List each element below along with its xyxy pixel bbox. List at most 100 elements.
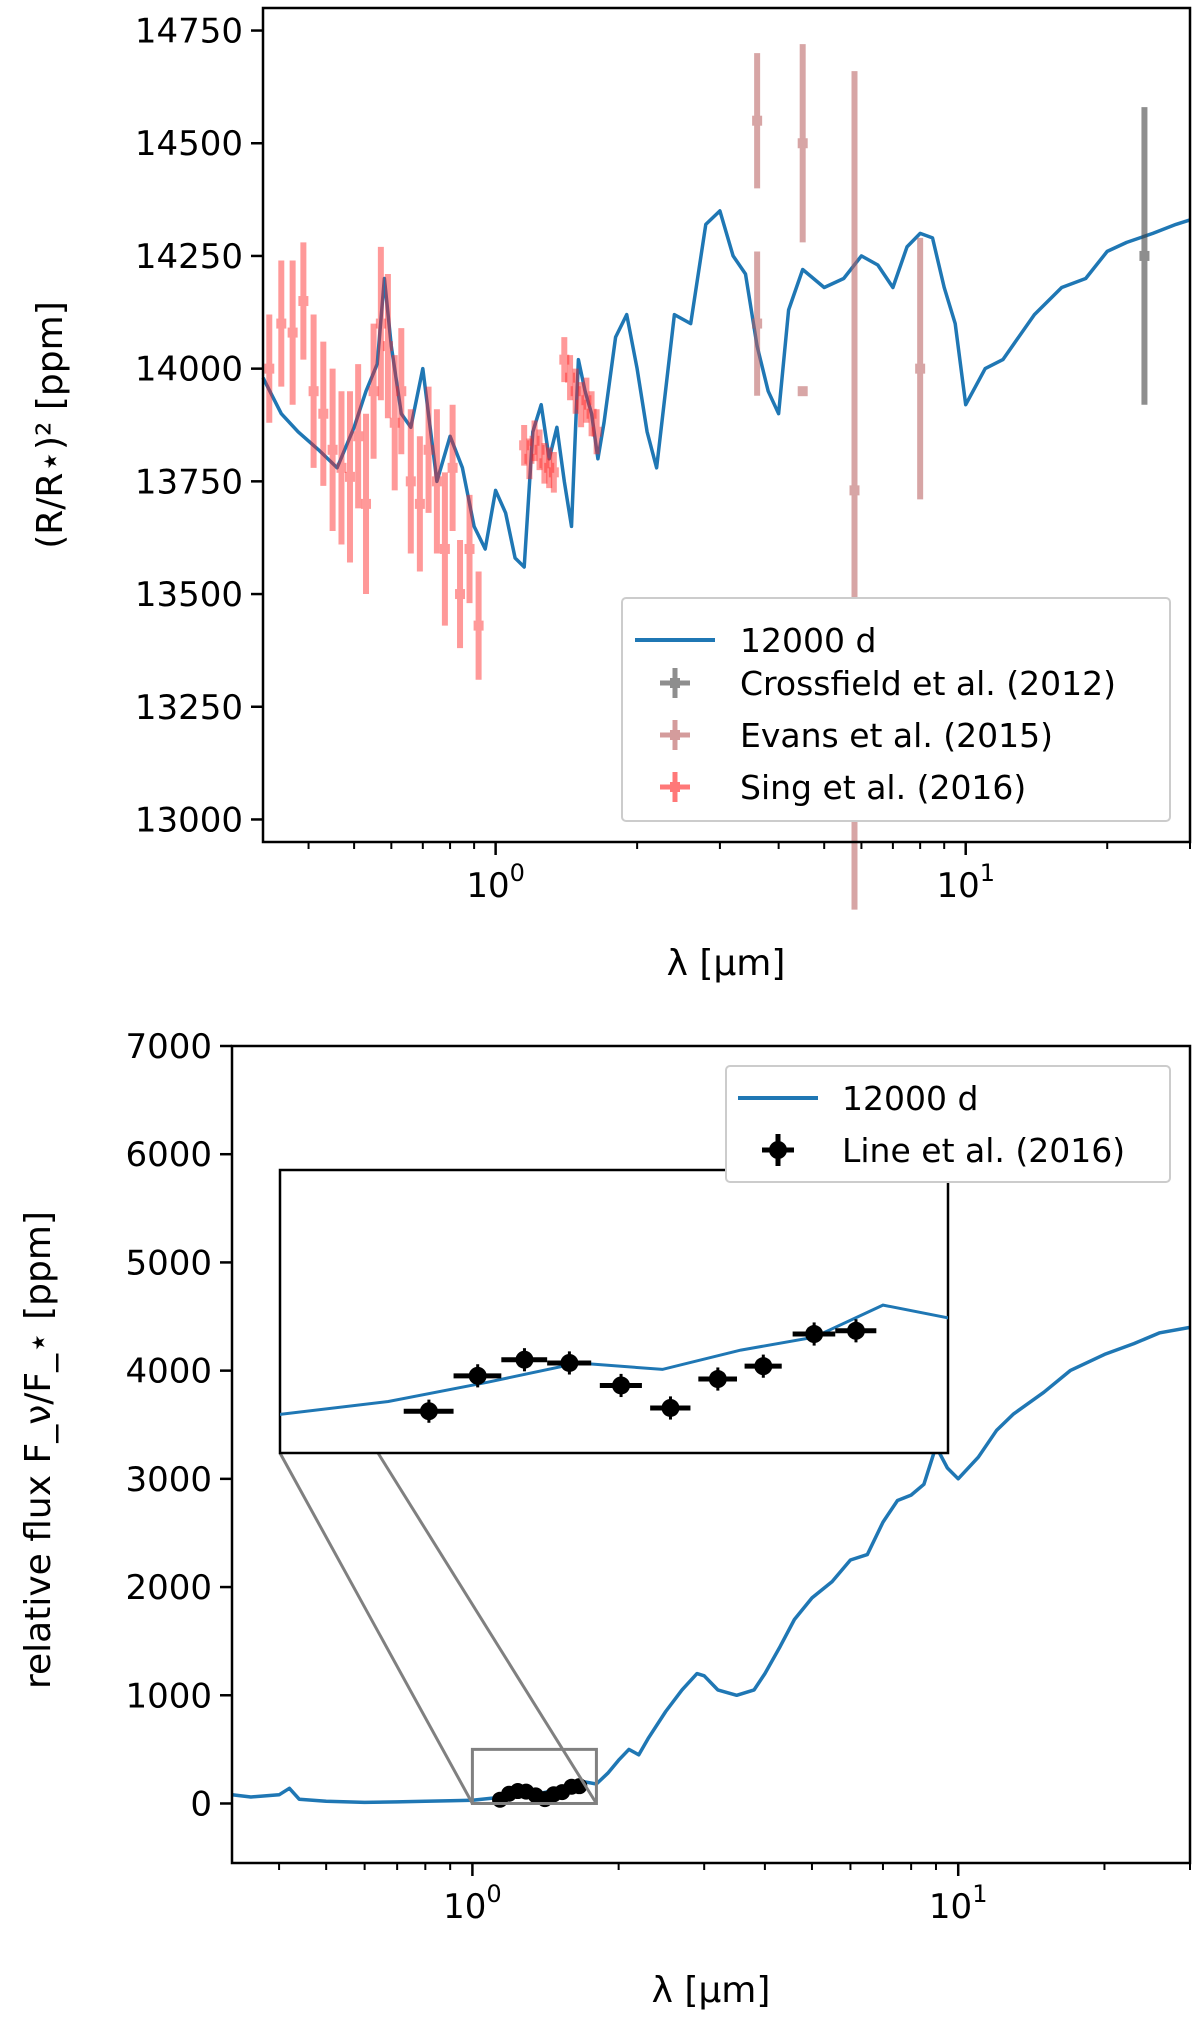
data-point <box>447 462 458 473</box>
data-point <box>375 318 386 329</box>
data-point <box>308 386 319 397</box>
legend-frame <box>725 1065 1171 1183</box>
data-point <box>455 589 466 600</box>
evans-2015-point <box>797 44 808 243</box>
data-point <box>539 458 550 469</box>
data-point <box>805 1325 824 1344</box>
emission-legend: 12000 d Line et al. (2016) <box>725 1065 1171 1183</box>
zoom-region-box <box>470 1747 598 1805</box>
sing-2016-point <box>431 409 442 554</box>
sing-2016-point <box>318 341 329 486</box>
emission-axes-frame <box>230 1044 1192 1865</box>
data-point <box>591 426 602 437</box>
data-point <box>846 1321 865 1340</box>
x-tick-base: 10 <box>466 866 509 906</box>
sing-2016-point <box>405 409 416 554</box>
data-point <box>414 498 425 509</box>
legend-label: Sing et al. (2016) <box>740 768 1026 807</box>
legend-errorbar-swatch <box>660 720 690 750</box>
data-point <box>419 1402 438 1421</box>
x-tick-base: 10 <box>936 866 979 906</box>
data-point <box>519 440 530 451</box>
emission-xlabel: λ [μm] <box>652 1970 771 2011</box>
evans-2015-point <box>915 237 926 500</box>
legend-swatch-marker <box>670 730 680 740</box>
x-tick-exponent: 0 <box>486 1880 501 1908</box>
transmission-panel: 13000 13250 13500 13750 14000 14250 14500 14750… <box>30 6 1192 984</box>
sing-2016-point <box>591 409 602 455</box>
data-point <box>570 386 581 397</box>
data-point <box>353 431 364 442</box>
data-point <box>661 1398 680 1417</box>
evans-2015-point <box>797 386 808 397</box>
data-point <box>431 476 442 487</box>
sing-2016-point <box>353 364 364 509</box>
legend-label: 12000 d <box>842 1079 978 1118</box>
legend-label: Crossfield et al. (2012) <box>740 664 1116 703</box>
data-point <box>298 296 309 307</box>
legend-swatch-marker <box>670 782 680 792</box>
sing-2016-point <box>276 260 287 387</box>
sing-2016-point <box>539 443 550 484</box>
y-tick-label: 2000 <box>125 1568 212 1608</box>
y-tick-label: 14750 <box>135 12 243 52</box>
legend-errorbar-swatch <box>660 668 690 698</box>
data-point <box>581 395 592 406</box>
sing-2016-point <box>565 355 576 401</box>
sing-2016-point <box>559 337 570 383</box>
inset-line-2016-point <box>403 1399 454 1423</box>
y-tick-label: 14250 <box>135 237 243 277</box>
data-point <box>264 363 275 374</box>
data-point <box>752 115 763 126</box>
sing-2016-point <box>455 539 466 649</box>
data-point <box>708 1370 727 1389</box>
inset-connector-line <box>278 1452 474 1805</box>
sing-2016-point <box>414 436 425 572</box>
sing-2016-point <box>529 420 540 462</box>
inset-connector-line <box>376 1452 598 1805</box>
x-tick-exponent: 1 <box>972 1880 987 1908</box>
legend-swatch-marker <box>670 678 680 688</box>
sing-2016-point <box>548 452 559 493</box>
transmission-axes: 13000 13250 13500 13750 14000 14250 14500 14750… <box>135 12 1191 906</box>
inset-line-2016-point <box>835 1319 877 1343</box>
data-point <box>560 1353 579 1372</box>
x-tick-label: 101 <box>929 1880 988 1927</box>
data-point <box>754 1357 773 1376</box>
sing-2016-point <box>586 391 597 437</box>
emission-ylabel: relative flux F_ν/F_⋆ [ppm] <box>18 1211 59 1689</box>
data-point <box>544 462 555 473</box>
y-tick-label: 4000 <box>125 1352 212 1392</box>
sing-2016-point <box>327 368 338 531</box>
transmission-legend: 12000 d Crossfield et al. (2012) Evans et … <box>621 597 1171 822</box>
data-point <box>344 471 355 482</box>
inset-line-2016-point <box>547 1351 592 1375</box>
sing-2016-point <box>464 494 475 604</box>
sing-2016-point <box>447 404 458 531</box>
inset-line-2016-point <box>744 1354 782 1378</box>
legend-label: Line et al. (2016) <box>842 1131 1125 1170</box>
x-tick-label: 101 <box>936 859 995 906</box>
inset-zoom <box>278 1168 950 1805</box>
x-tick-exponent: 1 <box>980 859 995 887</box>
data-point <box>797 386 808 397</box>
transmission-ylabel: (R/R⋆)² [ppm] <box>30 301 71 549</box>
y-tick-label: 1000 <box>125 1676 212 1716</box>
evans-2015-point <box>752 251 763 396</box>
x-tick-label: 100 <box>443 1880 502 1927</box>
y-tick-label: 3000 <box>125 1460 212 1500</box>
sing-2016-point <box>287 260 298 405</box>
evans-2015-point <box>752 53 763 189</box>
y-tick-label: 5000 <box>125 1243 212 1283</box>
inset-line-2016-point <box>792 1322 836 1346</box>
transmission-axes-frame <box>261 6 1192 844</box>
data-point <box>849 485 860 496</box>
sing-2016-point <box>544 447 555 489</box>
legend-label: 12000 d <box>740 621 876 660</box>
legend-frame <box>621 597 1171 822</box>
x-tick-base: 10 <box>929 1887 972 1927</box>
data-point <box>586 408 597 419</box>
data-point <box>534 444 545 455</box>
data-point <box>389 417 400 428</box>
